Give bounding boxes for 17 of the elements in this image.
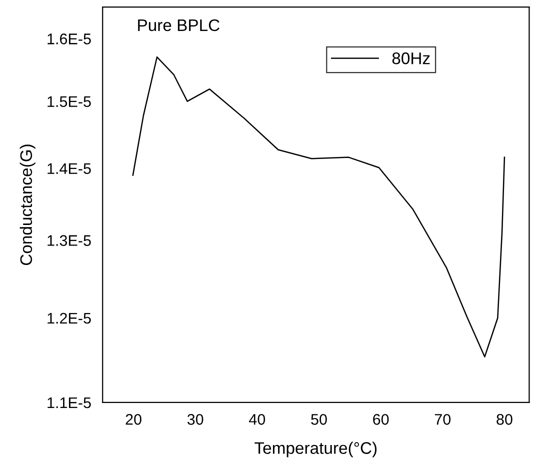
y-tick-label: 1.2E-5 — [48, 312, 91, 324]
x-tick-label: 40 — [249, 414, 266, 425]
x-tick-label: 60 — [373, 414, 389, 425]
annotation: Pure BPLC — [138, 19, 220, 32]
y-axis-title: Conductance(G) — [20, 144, 36, 266]
y-tick-label: 1.4E-5 — [48, 163, 91, 174]
y-tick-label: 1.1E-5 — [48, 398, 91, 408]
y-tick-label: 1.5E-5 — [48, 96, 91, 108]
x-tick-label: 30 — [187, 414, 204, 425]
legend-label: 80Hz — [392, 52, 430, 64]
x-tick-label: 80 — [496, 414, 512, 425]
x-tick-label: 70 — [434, 414, 451, 425]
x-axis-title: Temperature(°C) — [254, 442, 377, 458]
x-tick-label: 50 — [311, 414, 327, 425]
x-tick-label: 20 — [126, 414, 142, 425]
y-tick-label: 1.3E-5 — [48, 235, 91, 246]
y-tick-label: 1.6E-5 — [48, 34, 91, 44]
